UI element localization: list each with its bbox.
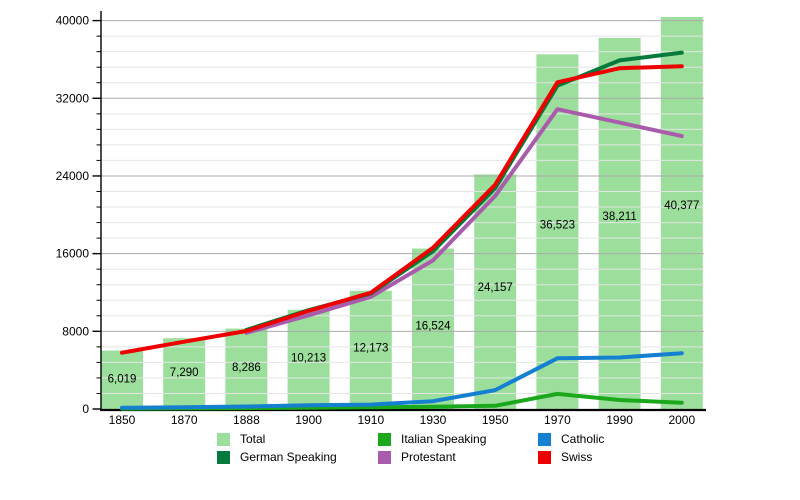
x-axis-label-1870: 1870 [171, 413, 198, 427]
legend-label-german-speaking: German Speaking [240, 449, 337, 464]
x-axis-label-1930: 1930 [420, 413, 447, 427]
total-bar-1930 [412, 248, 454, 409]
x-axis-label-1950: 1950 [482, 413, 509, 427]
bar-value-label-2000: 40,377 [664, 200, 699, 212]
lines-group [120, 50, 684, 411]
y-axis-label: 8000 [62, 324, 89, 338]
y-axis-label: 24000 [56, 169, 90, 183]
line-catholic [120, 351, 684, 410]
x-axis-label-1888: 1888 [233, 413, 260, 427]
legend-item-german-speaking: German Speaking [217, 450, 337, 464]
total-bar-1900 [287, 309, 330, 409]
line-swiss [120, 64, 684, 355]
bar-value-label-1910: 12,173 [353, 343, 388, 355]
legend-swatch-italian-speaking [378, 432, 391, 446]
bar-value-label-1970: 36,523 [540, 220, 575, 232]
bar-value-label-1930: 16,524 [415, 321, 451, 333]
legend-label-catholic: Catholic [561, 431, 605, 446]
legend-swatch-total [217, 432, 230, 446]
legend-swatch-swiss [538, 450, 551, 464]
y-axis-label: 32000 [56, 91, 90, 105]
bar-value-label-1870: 7,290 [170, 367, 199, 379]
legend-label-protestant: Protestant [401, 449, 456, 464]
legend-swatch-catholic [538, 432, 551, 446]
legend-label-total: Total [240, 431, 266, 446]
bar-value-label-1900: 10,213 [291, 352, 326, 364]
labels-group: 0 8000 16000 24000 32000 40000 1850 1870 1888 190… [56, 14, 700, 427]
total-bar-1850 [101, 350, 143, 409]
legend-item-protestant: Protestant [378, 450, 456, 464]
y-axis-label: 16000 [56, 247, 90, 261]
total-bar-1888 [225, 328, 268, 409]
bar-value-label-1888: 8,286 [232, 362, 261, 374]
bars-group [101, 16, 703, 410]
x-axis-label-1970: 1970 [544, 413, 571, 427]
y-axis-label: 0 [82, 402, 89, 416]
y-axis-label: 40000 [56, 14, 90, 28]
legend-item-swiss: Swiss [538, 450, 592, 464]
legend-label-italian-speaking: Italian Speaking [401, 431, 487, 446]
legend-item-italian-speaking: Italian Speaking [378, 432, 486, 446]
x-axis-label-2000: 2000 [668, 413, 695, 427]
legend-label-swiss: Swiss [561, 449, 593, 464]
legend-swatch-protestant [378, 450, 391, 464]
line-protestant [244, 107, 684, 335]
total-bar-1910 [349, 290, 392, 409]
total-bar-1870 [163, 338, 206, 409]
bar-value-label-1990: 38,211 [602, 211, 636, 223]
bar-value-label-1850: 6,019 [108, 374, 137, 386]
x-axis-label-1910: 1910 [357, 413, 384, 427]
x-axis-label-1900: 1900 [295, 413, 322, 427]
legend-item-total: Total [217, 432, 265, 446]
legend-item-catholic: Catholic [538, 432, 604, 446]
bar-value-label-1950: 24,157 [478, 282, 513, 294]
total-bar-1950 [474, 174, 517, 409]
x-axis-label-1850: 1850 [109, 413, 136, 427]
gridlines-group [101, 20, 704, 394]
legend-swatch-german-speaking [217, 450, 230, 464]
x-axis-label-1990: 1990 [606, 413, 633, 427]
